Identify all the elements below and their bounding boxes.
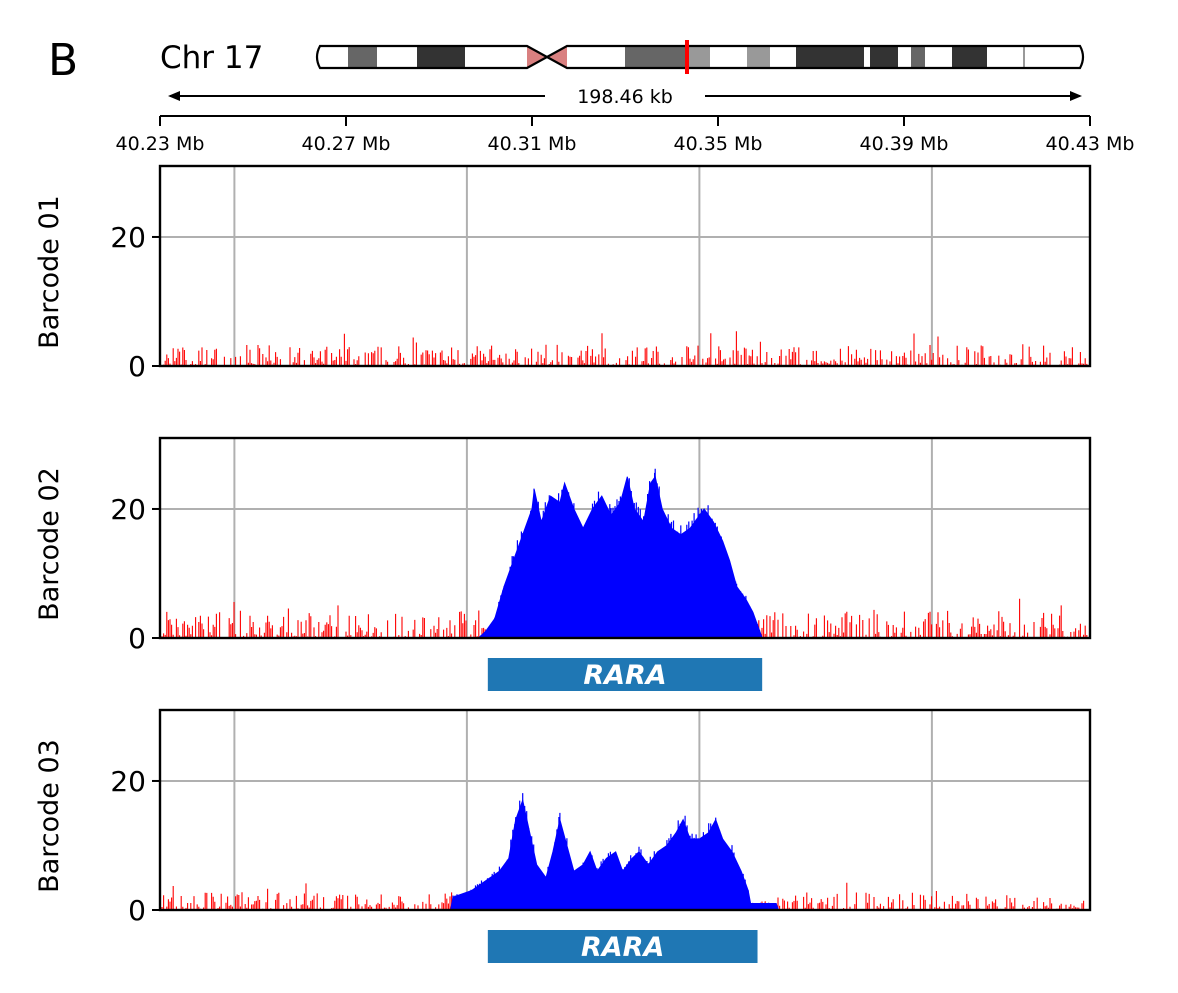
track-ylabel: Barcode 03 xyxy=(34,739,65,893)
track-frame xyxy=(158,436,1092,640)
chromosome-band xyxy=(567,46,625,68)
y-tick-label: 0 xyxy=(128,622,146,655)
chromosome-band xyxy=(377,46,417,68)
span-arrowhead-left-icon xyxy=(168,91,180,101)
position-tick-label: 40.23 Mb xyxy=(116,133,205,155)
chromosome-band xyxy=(316,46,348,68)
chromosome-outline xyxy=(315,44,1085,70)
chromosome-band xyxy=(987,46,1023,68)
chromosome-band xyxy=(625,46,685,68)
chromosome-band xyxy=(770,46,796,68)
track-panel: 0 20 Barcode 03 RARA xyxy=(34,708,1092,963)
chromosome-ideogram: Chr 17 xyxy=(160,40,1085,76)
chromosome-band xyxy=(870,46,898,68)
chromosome-band xyxy=(898,46,911,68)
gene-annotation-label: RARA xyxy=(583,660,666,691)
chromosome-band xyxy=(1023,46,1025,68)
position-tick-label: 40.43 Mb xyxy=(1046,133,1135,155)
centromere-q-arm xyxy=(547,46,567,68)
track-panel: 0 20 Barcode 01 xyxy=(34,164,1092,383)
chromosome-band xyxy=(417,46,465,68)
chromosome-band xyxy=(465,46,527,68)
panel-letter: B xyxy=(48,35,78,86)
track-ylabel: Barcode 02 xyxy=(34,467,65,621)
track-frame xyxy=(158,164,1092,368)
position-tick-label: 40.31 Mb xyxy=(488,133,577,155)
gene-annotation-box xyxy=(487,930,758,963)
chromosome-label: Chr 17 xyxy=(160,40,263,76)
y-tick-label: 20 xyxy=(110,765,146,798)
y-tick-label: 0 xyxy=(128,350,146,383)
gene-coverage-texture xyxy=(452,793,777,910)
y-tick-label: 20 xyxy=(110,493,146,526)
span-label: 198.46 kb xyxy=(577,86,673,108)
track-ylabel: Barcode 01 xyxy=(34,195,65,349)
gene-annotation-box xyxy=(487,658,763,691)
position-tick-label: 40.35 Mb xyxy=(674,133,763,155)
span-arrowhead-right-icon xyxy=(1070,91,1082,101)
gene-annotation-label: RARA xyxy=(581,932,664,963)
position-tick-label: 40.27 Mb xyxy=(302,133,391,155)
chromosome-band xyxy=(911,46,925,68)
y-tick-label: 20 xyxy=(110,221,146,254)
y-tick-label: 0 xyxy=(128,894,146,927)
position-axis: 40.23 Mb 40.27 Mb 40.31 Mb 40.35 Mb 40.39 Mb… xyxy=(116,115,1135,155)
chromosome-band xyxy=(348,46,377,68)
chromosome-band xyxy=(710,46,747,68)
chromosome-band xyxy=(925,46,952,68)
chromosome-band xyxy=(864,46,870,68)
background-reads xyxy=(163,331,1088,366)
track-frame xyxy=(158,708,1092,912)
chromosome-band xyxy=(952,46,987,68)
chromosome-band xyxy=(685,46,710,68)
tracks: 0 20 Barcode 01 0 20 Barcode 02 RARA 0 20 Barcode… xyxy=(34,164,1092,963)
position-tick-label: 40.39 Mb xyxy=(860,133,949,155)
track-panel: 0 20 Barcode 02 RARA xyxy=(34,436,1092,691)
chromosome-band xyxy=(747,46,770,68)
span-indicator: 198.46 kb xyxy=(168,86,1082,108)
centromere-p-arm xyxy=(527,46,547,68)
chromosome-band xyxy=(796,46,864,68)
chromosome-band xyxy=(1025,46,1084,68)
